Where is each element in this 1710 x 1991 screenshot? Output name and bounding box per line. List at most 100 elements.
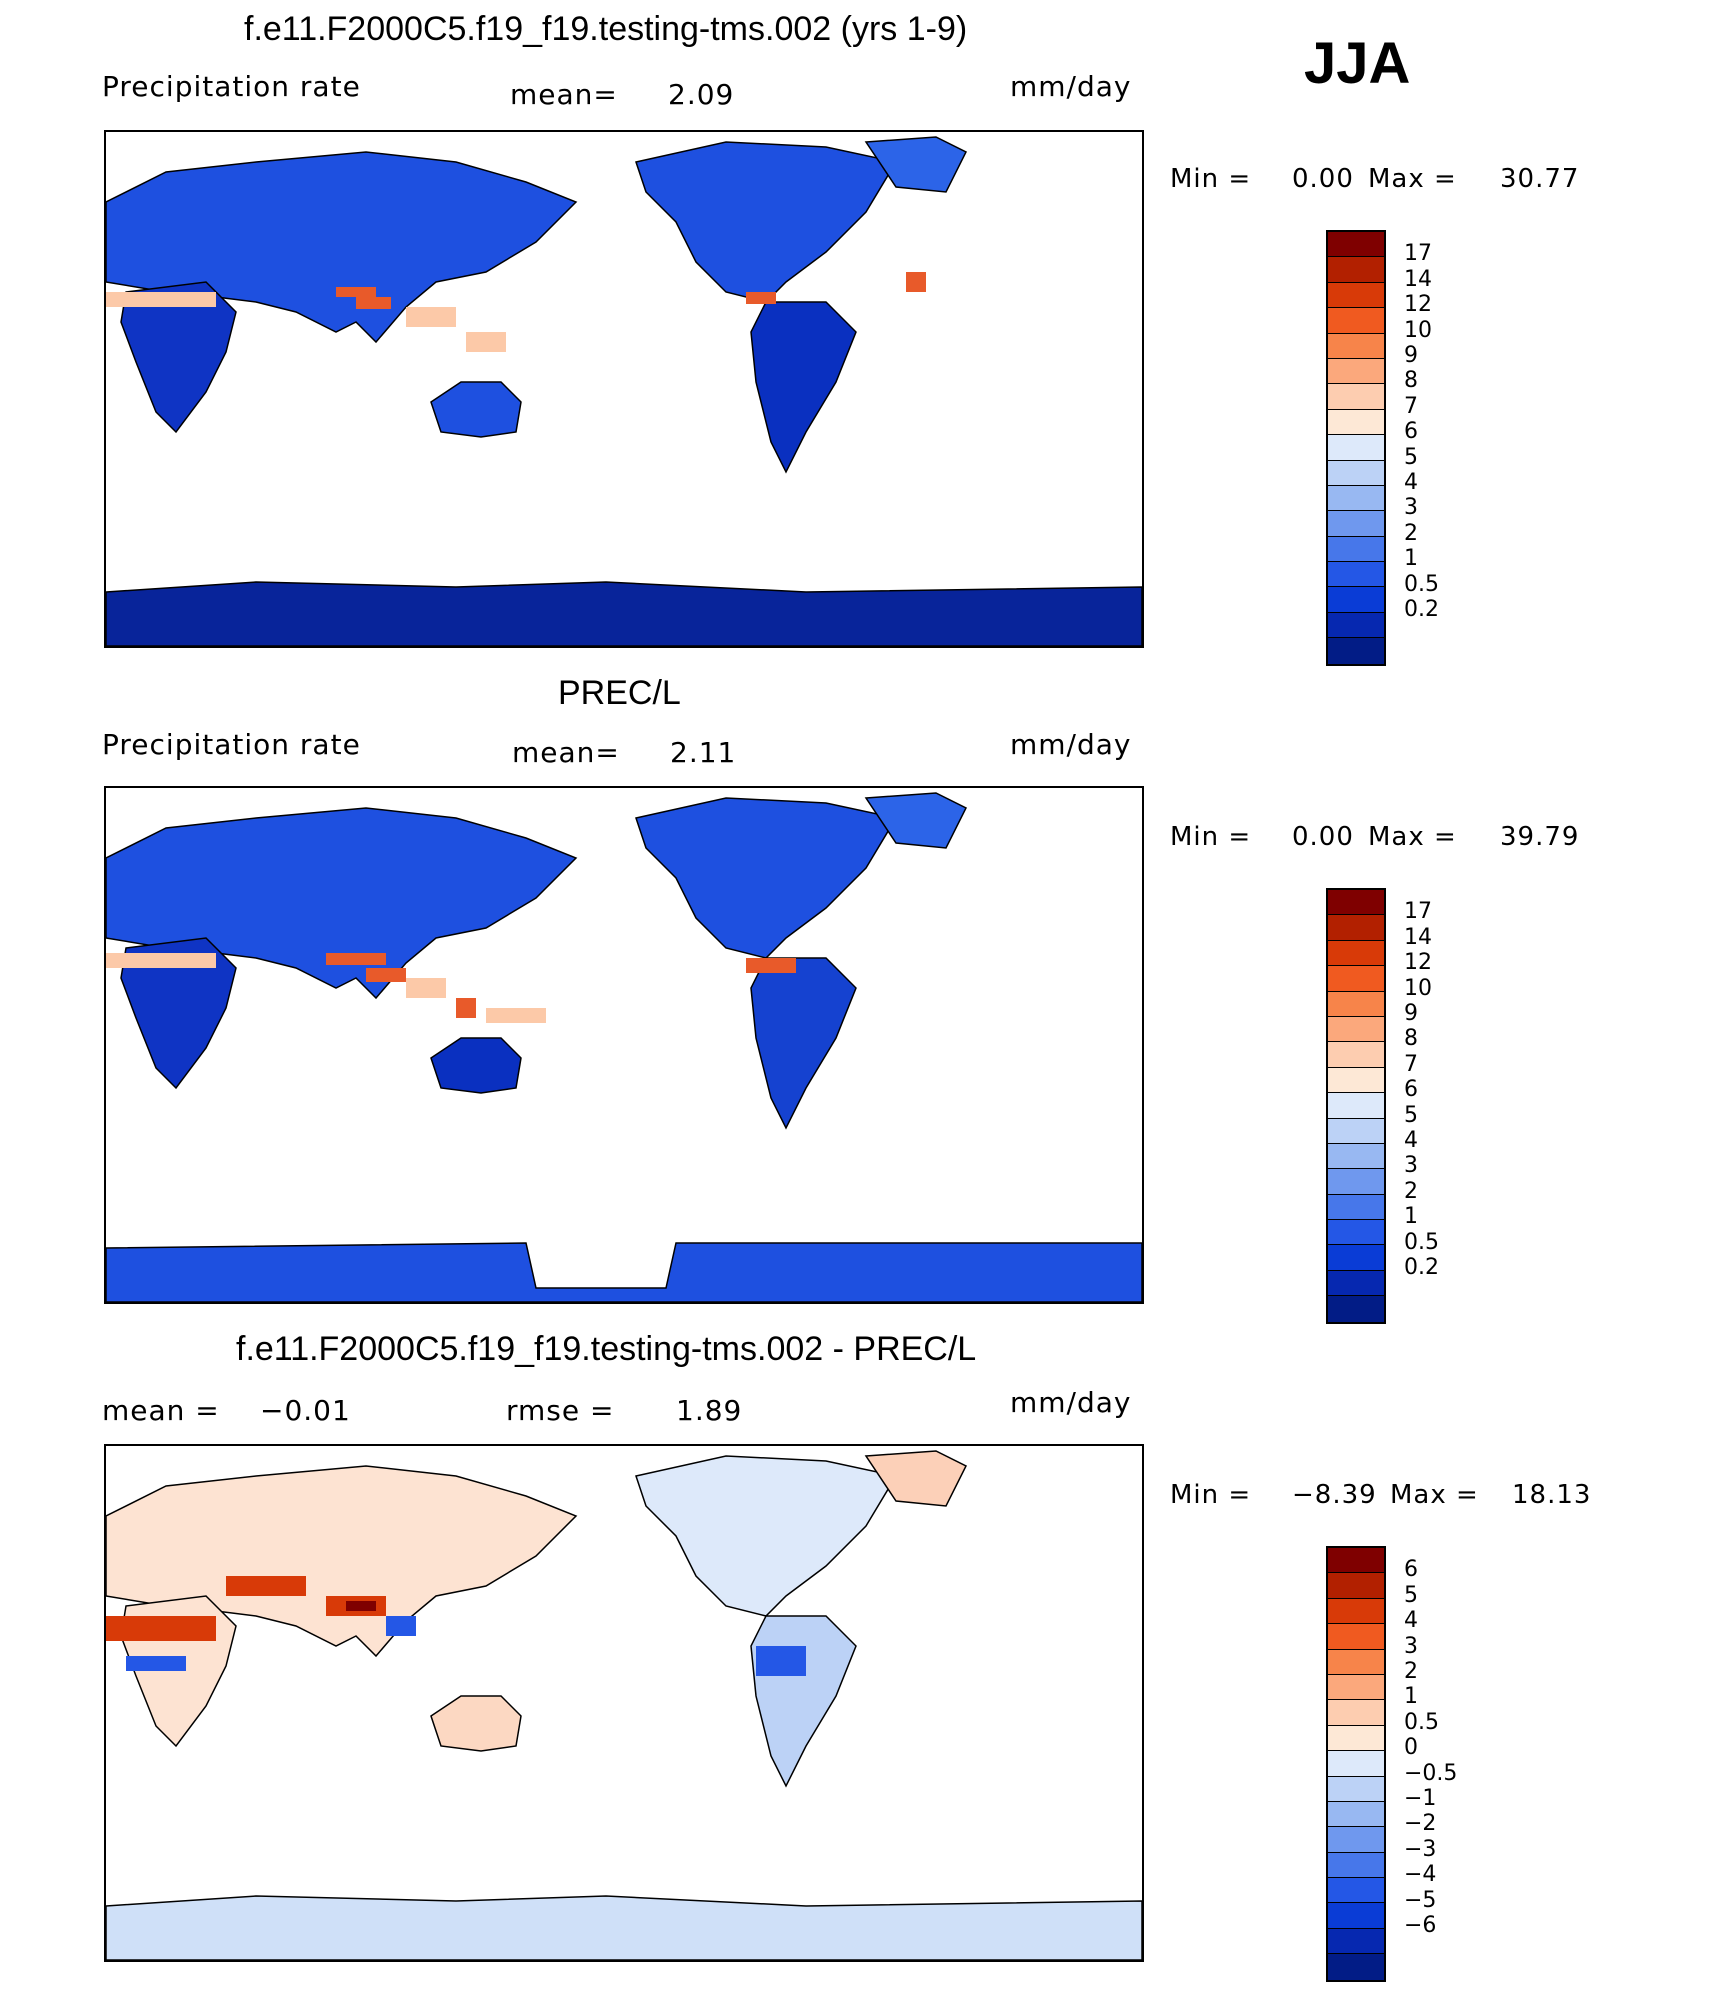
panel1-colorbar-tick: 10 [1404, 317, 1432, 343]
panel2-colorbar-tick: 7 [1404, 1051, 1418, 1077]
panel3-colorbar-tick: 6 [1404, 1557, 1418, 1583]
panel3-greenland [864, 1450, 968, 1507]
panel3-colorbar-segment [1328, 1776, 1384, 1802]
panel1-colorbar-segment [1328, 638, 1384, 664]
panel1-colorbar-tick: 2 [1404, 520, 1418, 546]
panel3-colorbar-tick: 5 [1404, 1582, 1418, 1608]
panel3-mean-label: mean = [102, 1394, 220, 1427]
panel1-colorbar-segment [1328, 485, 1384, 512]
panel3-australia [430, 1695, 522, 1752]
panel1-colorbar-segment [1328, 562, 1384, 588]
panel2-colorbar-segment [1328, 1296, 1384, 1322]
panel2-colorbar-segment [1328, 890, 1384, 916]
panel1-colorbar-tick: 0.2 [1404, 597, 1439, 622]
panel3-colorbar-tick: −1 [1404, 1786, 1437, 1811]
panel2-colorbar-segment [1328, 1245, 1384, 1271]
panel1-colorbar-tick: 0.5 [1404, 571, 1439, 597]
panel3-map-svg [106, 1450, 1142, 1960]
panel3-colorbar-segment [1328, 1827, 1384, 1853]
panel2-min-label: Min = [1170, 822, 1252, 852]
panel2-colorbar-tick: 1 [1404, 1204, 1418, 1230]
panel3-colorbar-segment [1328, 1878, 1384, 1904]
panel3-colorbar-tick: −0.5 [1404, 1760, 1458, 1786]
panel2-colorbar-segment [1328, 915, 1384, 941]
panel3-colorbar-tick: 2 [1404, 1659, 1418, 1684]
panel3-rmse-value: 1.89 [676, 1394, 743, 1427]
panel2-colorbar-segment [1328, 1042, 1384, 1068]
panel1-colorbar-tick: 3 [1404, 495, 1418, 521]
panel3-min-label: Min = [1170, 1480, 1252, 1510]
panel2-colorbar-segment [1328, 991, 1384, 1017]
panel2-colorbar-tick: 4 [1404, 1128, 1418, 1153]
panel1-colorbar-tick: 1 [1404, 546, 1418, 572]
panel2-antarctica [106, 1242, 1142, 1302]
panel3-colorbar [1326, 1546, 1386, 1982]
panel2-map [104, 786, 1144, 1304]
panel3-colorbar-segment [1328, 1954, 1384, 1980]
panel3-colorbar-segment [1328, 1674, 1384, 1701]
panel1-colorbar-segment [1328, 409, 1384, 436]
panel3-colorbar-tick: 4 [1404, 1608, 1418, 1634]
panel3-title: f.e11.F2000C5.f19_f19.testing-tms.002 - … [236, 1330, 977, 1368]
panel1-north-america [635, 141, 898, 303]
panel3-colorbar-tick: −6 [1404, 1913, 1437, 1938]
panel3-units: mm/day [1010, 1386, 1132, 1419]
panel3-colorbar-tick: 3 [1404, 1633, 1418, 1659]
panel1-antarctica [106, 581, 1142, 646]
panel1-colorbar-segment [1328, 384, 1384, 410]
panel2-colorbar-tick: 0.5 [1404, 1229, 1439, 1255]
panel1-colorbar-segment [1328, 308, 1384, 334]
panel2-australia [430, 1037, 522, 1094]
panel1-colorbar-segment [1328, 536, 1384, 563]
panel1-colorbar [1326, 230, 1386, 666]
panel3-colorbar-segment [1328, 1598, 1384, 1625]
panel3-positive-bias [106, 1576, 386, 1641]
panel2-colorbar-tick: 0.2 [1404, 1255, 1439, 1280]
panel1-moderate-precip [106, 292, 506, 352]
panel1-colorbar-segment [1328, 435, 1384, 461]
panel2-colorbar-segment [1328, 1194, 1384, 1221]
panel3-colorbar-segment [1328, 1903, 1384, 1929]
panel3-max-value: 18.13 [1512, 1480, 1592, 1510]
panel3-max-label: Max = [1390, 1480, 1479, 1510]
panel2-colorbar-segment [1328, 1093, 1384, 1119]
panel2-moderate-precip [106, 953, 546, 1023]
panel2-heavy-precip [326, 953, 796, 1018]
panel1-colorbar-tick: 8 [1404, 368, 1418, 394]
panel2-mean-label: mean= [512, 736, 620, 769]
panel1-colorbar-segment [1328, 282, 1384, 309]
panel1-colorbar-segment [1328, 460, 1384, 486]
panel1-map-svg [106, 136, 1142, 646]
panel3-colorbar-tick: 0.5 [1404, 1709, 1439, 1735]
panel3-colorbar-tick: −2 [1404, 1811, 1437, 1837]
panel3-colorbar-tick: 0 [1404, 1735, 1418, 1761]
panel1-australia [430, 381, 522, 438]
panel1-colorbar-tick: 14 [1404, 266, 1432, 292]
panel3-colorbar-tick: −4 [1404, 1862, 1437, 1888]
panel2-south-america [750, 957, 857, 1130]
panel3-colorbar-segment [1328, 1649, 1384, 1675]
panel2-units: mm/day [1010, 728, 1132, 761]
panel1-map [104, 130, 1144, 648]
panel2-colorbar-tick: 9 [1404, 1001, 1418, 1026]
panel3-antarctica [106, 1895, 1142, 1960]
panel3-colorbar-segment [1328, 1548, 1384, 1574]
panel1-colorbar-tick: 12 [1404, 292, 1432, 318]
panel3-negative-bias [126, 1616, 806, 1676]
panel2-colorbar-segment [1328, 1220, 1384, 1246]
panel2-colorbar-tick: 12 [1404, 950, 1432, 976]
panel1-colorbar-segment [1328, 511, 1384, 537]
panel1-colorbar-tick: 6 [1404, 419, 1418, 445]
panel2-colorbar-tick: 5 [1404, 1102, 1418, 1128]
panel2-max-value: 39.79 [1500, 822, 1580, 852]
panel2-min-value: 0.00 [1292, 822, 1354, 852]
panel2-colorbar-tick: 10 [1404, 975, 1432, 1001]
season-label: JJA [1304, 31, 1411, 96]
panel1-colorbar-tick: 4 [1404, 470, 1418, 495]
panel3-colorbar-tick: −5 [1404, 1887, 1437, 1913]
panel2-title: PREC/L [558, 674, 681, 712]
panel1-colorbar-segment [1328, 612, 1384, 639]
panel1-colorbar-segment [1328, 257, 1384, 283]
panel2-colorbar-segment [1328, 1016, 1384, 1043]
panel3-colorbar-segment [1328, 1928, 1384, 1955]
